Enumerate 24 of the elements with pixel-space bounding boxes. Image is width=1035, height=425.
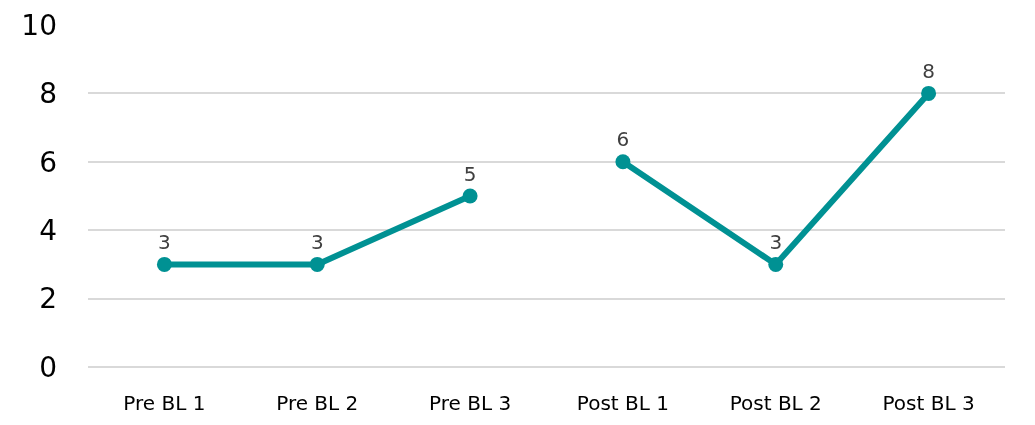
point — [462, 188, 478, 204]
data-label: 3 — [158, 230, 171, 255]
x-tick-label: Pre BL 3 — [429, 391, 512, 415]
y-tick-label: 8 — [39, 77, 57, 111]
x-tick-label: Post BL 1 — [576, 391, 669, 415]
data-label: 8 — [922, 59, 935, 84]
point — [615, 154, 631, 170]
x-tick-label: Post BL 3 — [882, 391, 975, 415]
data-label: 3 — [310, 230, 324, 255]
data-label: 3 — [769, 230, 783, 255]
y-tick-label: 0 — [39, 350, 57, 384]
point — [921, 85, 937, 101]
point — [156, 256, 172, 272]
y-tick-label: 2 — [39, 282, 57, 316]
y-tick-label: 6 — [39, 145, 57, 179]
point — [309, 256, 325, 272]
x-tick-label: Post BL 2 — [729, 391, 822, 415]
x-tick-label: Pre BL 2 — [276, 391, 359, 415]
point — [768, 256, 784, 272]
data-label: 5 — [463, 161, 477, 186]
y-tick-label: 4 — [39, 214, 57, 247]
x-tick-label: Pre BL 1 — [123, 391, 206, 415]
y-tick-label: 10 — [21, 8, 57, 42]
data-label: 6 — [616, 127, 630, 152]
